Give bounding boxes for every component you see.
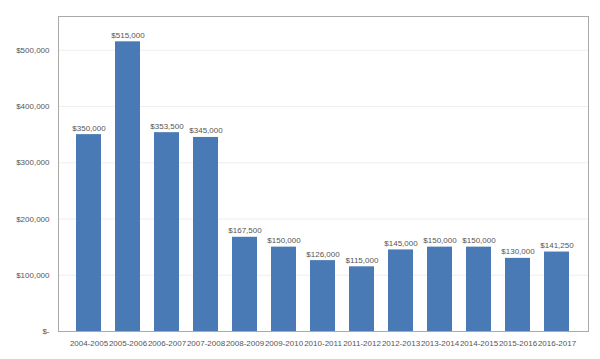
svg-text:2011-2012: 2011-2012: [343, 339, 381, 348]
svg-text:2009-2010: 2009-2010: [265, 339, 304, 348]
svg-text:2012-2013: 2012-2013: [382, 339, 421, 348]
svg-text:$167,500: $167,500: [228, 226, 262, 235]
svg-text:$300,000: $300,000: [16, 158, 50, 167]
svg-text:2006-2007: 2006-2007: [148, 339, 187, 348]
svg-text:$400,000: $400,000: [16, 102, 50, 111]
svg-text:2007-2008: 2007-2008: [187, 339, 226, 348]
svg-text:2013-2014: 2013-2014: [421, 339, 460, 348]
svg-text:$115,000: $115,000: [346, 256, 379, 265]
svg-text:$130,000: $130,000: [501, 247, 535, 256]
svg-text:$141,250: $141,250: [540, 241, 574, 250]
svg-text:$515,000: $515,000: [111, 31, 145, 40]
svg-text:$200,000: $200,000: [16, 215, 50, 224]
svg-text:$150,000: $150,000: [423, 236, 457, 245]
svg-text:$150,000: $150,000: [462, 236, 496, 245]
svg-text:2008-2009: 2008-2009: [226, 339, 265, 348]
svg-text:2004-2005: 2004-2005: [70, 339, 109, 348]
svg-text:2010-2011: 2010-2011: [304, 339, 342, 348]
svg-text:$-: $-: [42, 327, 49, 336]
svg-text:$100,000: $100,000: [16, 271, 50, 280]
svg-text:2015-2016: 2015-2016: [499, 339, 538, 348]
svg-text:2014-2015: 2014-2015: [460, 339, 499, 348]
svg-text:$345,000: $345,000: [189, 126, 223, 135]
svg-text:$500,000: $500,000: [16, 46, 50, 55]
svg-text:2005-2006: 2005-2006: [109, 339, 148, 348]
svg-text:$350,000: $350,000: [72, 124, 106, 133]
svg-text:$150,000: $150,000: [267, 236, 301, 245]
svg-text:$126,000: $126,000: [306, 250, 340, 259]
svg-text:2016-2017: 2016-2017: [538, 339, 577, 348]
svg-text:$145,000: $145,000: [384, 239, 418, 248]
svg-text:$353,500: $353,500: [150, 122, 184, 131]
